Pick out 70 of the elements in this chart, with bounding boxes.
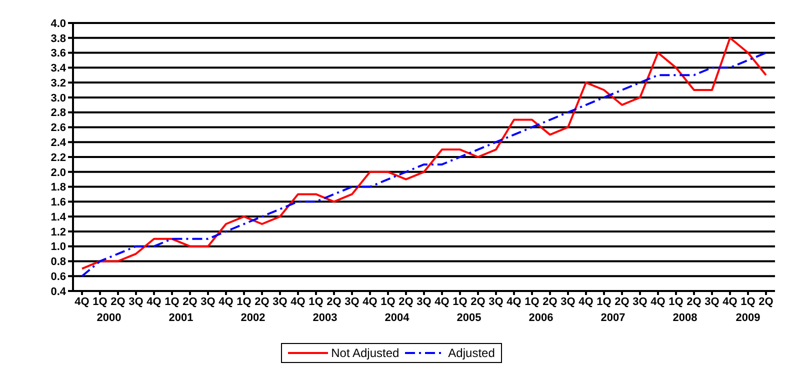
x-tick-label: 3Q bbox=[416, 296, 432, 308]
legend-label: Adjusted bbox=[448, 346, 495, 360]
x-tick-label: 3Q bbox=[488, 296, 504, 308]
x-tick-label: 4Q bbox=[74, 296, 90, 308]
x-tick-label: 4Q bbox=[218, 296, 234, 308]
y-tick-label: 3.4 bbox=[50, 62, 67, 75]
x-tick-label: 1Q bbox=[740, 296, 756, 308]
x-tick-label: 3Q bbox=[632, 296, 648, 308]
x-tick-label: 3Q bbox=[344, 296, 360, 308]
x-tick-label: 1Q bbox=[452, 296, 468, 308]
text: 2005 bbox=[456, 312, 482, 324]
x-tick-label: 2Q bbox=[182, 296, 198, 308]
y-tick-label: 2.6 bbox=[50, 122, 66, 134]
x-tick-label: 3Q bbox=[560, 296, 576, 308]
y-tick-label: 3.8 bbox=[50, 32, 66, 45]
x-tick-label: 2Q bbox=[326, 296, 342, 308]
x-tick-label: 4Q bbox=[722, 296, 738, 308]
x-tick-label: 1Q bbox=[596, 296, 612, 308]
x-tick-label: 4Q bbox=[506, 296, 522, 308]
x-tick-label: 4Q bbox=[362, 296, 378, 308]
y-tick-label: 1.2 bbox=[50, 226, 66, 238]
x-tick-label: 3Q bbox=[200, 296, 216, 308]
legend-label: Not Adjusted bbox=[331, 346, 400, 360]
x-tick-label: 1Q bbox=[308, 296, 324, 308]
x-tick-label: 4Q bbox=[434, 296, 450, 308]
text: 2008 bbox=[672, 312, 698, 324]
x-tick-label: 2Q bbox=[470, 296, 486, 308]
x-tick-label: 2Q bbox=[614, 296, 630, 308]
x-tick-label: 2Q bbox=[398, 296, 414, 308]
y-tick-label: 4.0 bbox=[50, 18, 66, 30]
text: 2006 bbox=[528, 312, 554, 324]
y-tick-label: 1.0 bbox=[50, 241, 66, 254]
y-tick-label: 3.0 bbox=[50, 92, 66, 104]
text: 2003 bbox=[312, 312, 338, 324]
y-tick-label: 0.8 bbox=[50, 256, 66, 268]
y-tick-label: 2.0 bbox=[50, 166, 66, 179]
y-tick-label: 2.4 bbox=[50, 137, 67, 150]
x-tick-label: 2Q bbox=[254, 296, 270, 308]
y-tick-label: 2.8 bbox=[50, 107, 66, 120]
x-tick-label: 4Q bbox=[578, 296, 594, 308]
y-tick-label: 2.2 bbox=[50, 152, 66, 164]
y-tick-label: 0.4 bbox=[50, 286, 67, 298]
x-tick-label: 3Q bbox=[272, 296, 288, 308]
text: 2000 bbox=[96, 312, 122, 324]
y-tick-label: 0.6 bbox=[50, 271, 66, 284]
x-tick-label: 4Q bbox=[290, 296, 306, 308]
x-tick-label: 4Q bbox=[146, 296, 162, 308]
text: 2007 bbox=[600, 312, 626, 324]
x-tick-label: 1Q bbox=[524, 296, 540, 308]
x-tick-label: 1Q bbox=[236, 296, 252, 308]
x-tick-label: 3Q bbox=[128, 296, 144, 308]
y-tick-label: 3.6 bbox=[50, 48, 66, 60]
x-tick-label: 2Q bbox=[110, 296, 126, 308]
x-tick-label: 2Q bbox=[686, 296, 702, 308]
y-tick-label: 3.2 bbox=[50, 77, 66, 90]
x-tick-label: 1Q bbox=[164, 296, 180, 308]
x-tick-label: 1Q bbox=[380, 296, 396, 308]
x-tick-label: 4Q bbox=[650, 296, 666, 308]
x-tick-label: 1Q bbox=[92, 296, 108, 308]
text: 2002 bbox=[240, 312, 266, 324]
x-tick-label: 1Q bbox=[668, 296, 684, 308]
text: 2001 bbox=[168, 312, 194, 324]
text: 2009 bbox=[736, 312, 760, 324]
x-tick-label: 2Q bbox=[758, 296, 774, 308]
text: 2004 bbox=[384, 312, 410, 324]
y-tick-label: 1.8 bbox=[50, 182, 66, 194]
x-tick-label: 3Q bbox=[704, 296, 720, 308]
y-tick-label: 1.4 bbox=[50, 211, 67, 224]
y-tick-label: 1.6 bbox=[50, 196, 66, 209]
x-tick-label: 2Q bbox=[542, 296, 558, 308]
